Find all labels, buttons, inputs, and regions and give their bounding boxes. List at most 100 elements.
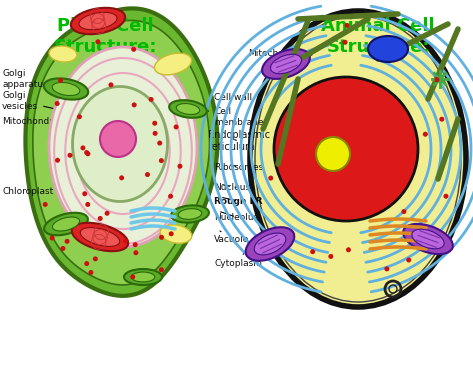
Text: Cell
membrane: Cell membrane: [208, 107, 263, 127]
Circle shape: [58, 78, 63, 83]
Circle shape: [68, 153, 72, 158]
Circle shape: [168, 194, 173, 199]
Circle shape: [159, 158, 164, 163]
Circle shape: [444, 194, 448, 199]
Ellipse shape: [262, 49, 310, 79]
Text: Cell wall: Cell wall: [210, 93, 252, 101]
Circle shape: [402, 209, 406, 214]
Circle shape: [169, 231, 174, 236]
Ellipse shape: [80, 228, 120, 246]
Ellipse shape: [171, 206, 209, 223]
Text: Golgi
apparatus: Golgi apparatus: [2, 69, 70, 103]
Circle shape: [98, 216, 103, 221]
Circle shape: [406, 258, 411, 262]
Ellipse shape: [71, 8, 125, 34]
Circle shape: [88, 270, 94, 275]
Ellipse shape: [49, 46, 77, 62]
Circle shape: [342, 40, 348, 45]
Circle shape: [84, 261, 89, 266]
Circle shape: [77, 114, 82, 119]
Circle shape: [274, 77, 418, 221]
Circle shape: [174, 124, 179, 130]
Ellipse shape: [178, 208, 202, 219]
Circle shape: [55, 158, 60, 163]
Polygon shape: [33, 20, 210, 285]
Ellipse shape: [124, 269, 162, 285]
Circle shape: [131, 47, 136, 52]
Circle shape: [328, 254, 333, 259]
Circle shape: [80, 145, 86, 151]
Ellipse shape: [44, 78, 88, 100]
Text: Ribosomes: Ribosomes: [214, 162, 263, 172]
Ellipse shape: [49, 47, 197, 247]
Text: Golgi
vesicles: Golgi vesicles: [2, 91, 75, 113]
Text: Mitochondria: Mitochondria: [2, 117, 70, 130]
Circle shape: [345, 23, 350, 28]
Circle shape: [346, 247, 351, 252]
Circle shape: [133, 242, 138, 247]
Circle shape: [93, 256, 98, 261]
Ellipse shape: [44, 213, 88, 235]
Circle shape: [385, 266, 389, 271]
Circle shape: [152, 121, 157, 126]
Text: Plant Cell
Structure:: Plant Cell Structure:: [53, 17, 157, 56]
Circle shape: [145, 172, 150, 177]
Ellipse shape: [53, 217, 79, 231]
Ellipse shape: [72, 223, 128, 251]
Polygon shape: [26, 8, 218, 296]
Ellipse shape: [176, 104, 200, 114]
Ellipse shape: [250, 11, 466, 307]
Circle shape: [55, 101, 60, 106]
Ellipse shape: [245, 227, 294, 261]
Circle shape: [105, 211, 110, 216]
Circle shape: [65, 239, 70, 244]
Circle shape: [149, 97, 154, 102]
Text: Endoplasmic
reticulum: Endoplasmic reticulum: [208, 130, 270, 152]
Ellipse shape: [169, 100, 207, 118]
Ellipse shape: [403, 224, 453, 254]
Circle shape: [50, 235, 55, 241]
Ellipse shape: [160, 225, 192, 243]
Text: Mitochondrion: Mitochondrion: [248, 49, 313, 67]
Ellipse shape: [155, 53, 192, 75]
Text: Vacuole: Vacuole: [214, 231, 249, 244]
Circle shape: [123, 238, 128, 244]
Circle shape: [435, 77, 439, 82]
Circle shape: [108, 82, 114, 87]
Circle shape: [159, 267, 164, 272]
Circle shape: [82, 191, 87, 196]
Circle shape: [96, 39, 100, 44]
Ellipse shape: [368, 36, 408, 62]
Circle shape: [84, 150, 89, 155]
Ellipse shape: [72, 86, 167, 201]
Ellipse shape: [254, 233, 286, 255]
Text: Rough ER: Rough ER: [214, 197, 263, 206]
Circle shape: [85, 202, 90, 207]
Circle shape: [130, 275, 135, 279]
Circle shape: [119, 175, 124, 180]
Circle shape: [268, 176, 273, 180]
Circle shape: [131, 103, 137, 107]
Circle shape: [159, 235, 164, 240]
Circle shape: [316, 137, 350, 171]
Text: Cytoplasm: Cytoplasm: [214, 254, 262, 269]
Text: Chloroplast: Chloroplast: [2, 182, 64, 196]
Text: Nucleus: Nucleus: [214, 183, 250, 192]
Circle shape: [423, 132, 428, 137]
Circle shape: [133, 250, 139, 255]
Circle shape: [100, 121, 136, 157]
Text: Animal Cell
Structure:: Animal Cell Structure:: [321, 17, 435, 56]
Ellipse shape: [271, 54, 302, 74]
Circle shape: [157, 141, 162, 145]
Ellipse shape: [52, 82, 80, 96]
Circle shape: [61, 246, 65, 251]
Circle shape: [85, 151, 90, 156]
Circle shape: [310, 249, 315, 254]
Circle shape: [177, 164, 183, 169]
Ellipse shape: [412, 229, 444, 249]
Text: Nucleolus: Nucleolus: [214, 212, 258, 221]
Ellipse shape: [131, 272, 155, 282]
Circle shape: [43, 202, 48, 207]
Circle shape: [153, 131, 158, 136]
Ellipse shape: [79, 12, 117, 30]
